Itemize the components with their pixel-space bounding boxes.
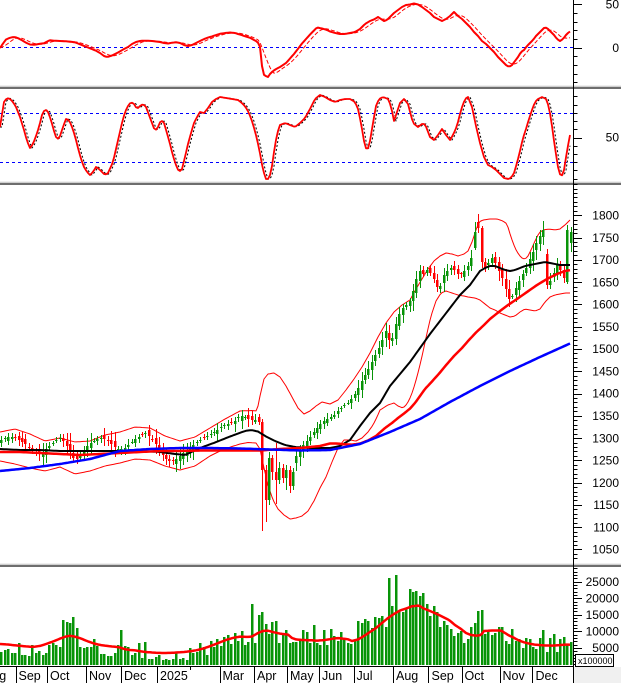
- svg-text:1450: 1450: [592, 365, 619, 379]
- svg-text:1350: 1350: [592, 409, 619, 423]
- svg-text:1200: 1200: [592, 476, 619, 490]
- svg-text:5000: 5000: [592, 641, 619, 655]
- svg-text:1250: 1250: [592, 454, 619, 468]
- svg-text:1300: 1300: [592, 431, 619, 445]
- svg-text:1150: 1150: [593, 498, 619, 512]
- svg-text:1550: 1550: [592, 320, 619, 334]
- svg-text:50: 50: [606, 0, 620, 12]
- svg-text:1650: 1650: [592, 275, 619, 289]
- svg-text:1100: 1100: [593, 520, 619, 534]
- svg-text:15000: 15000: [586, 608, 620, 622]
- svg-text:Aug: Aug: [0, 669, 6, 683]
- svg-text:Jul: Jul: [357, 669, 373, 683]
- svg-text:2025: 2025: [160, 669, 188, 683]
- svg-text:1700: 1700: [592, 253, 619, 267]
- svg-text:0: 0: [612, 41, 619, 55]
- svg-text:Oct: Oct: [465, 669, 485, 683]
- svg-text:Mar: Mar: [223, 669, 245, 683]
- svg-text:1750: 1750: [592, 231, 619, 245]
- svg-text:25000: 25000: [586, 575, 620, 589]
- svg-text:Dec: Dec: [124, 669, 146, 683]
- svg-text:Aug: Aug: [396, 669, 418, 683]
- svg-text:Sep: Sep: [432, 669, 454, 683]
- svg-text:1400: 1400: [592, 387, 619, 401]
- svg-text:May: May: [290, 669, 314, 683]
- svg-text:50: 50: [606, 131, 620, 145]
- svg-text:Apr: Apr: [257, 669, 276, 683]
- svg-text:Dec: Dec: [536, 669, 558, 683]
- svg-text:1600: 1600: [592, 298, 619, 312]
- svg-text:1500: 1500: [592, 342, 619, 356]
- svg-text:20000: 20000: [586, 592, 620, 606]
- svg-text:Sep: Sep: [19, 669, 41, 683]
- svg-text:10000: 10000: [586, 625, 620, 639]
- svg-text:Oct: Oct: [50, 669, 70, 683]
- svg-text:Nov: Nov: [89, 669, 112, 683]
- svg-text:x100000: x100000: [578, 656, 613, 666]
- svg-text:1050: 1050: [592, 543, 619, 557]
- svg-text:Nov: Nov: [503, 669, 526, 683]
- svg-text:1800: 1800: [592, 209, 619, 223]
- svg-text:Jun: Jun: [322, 669, 342, 683]
